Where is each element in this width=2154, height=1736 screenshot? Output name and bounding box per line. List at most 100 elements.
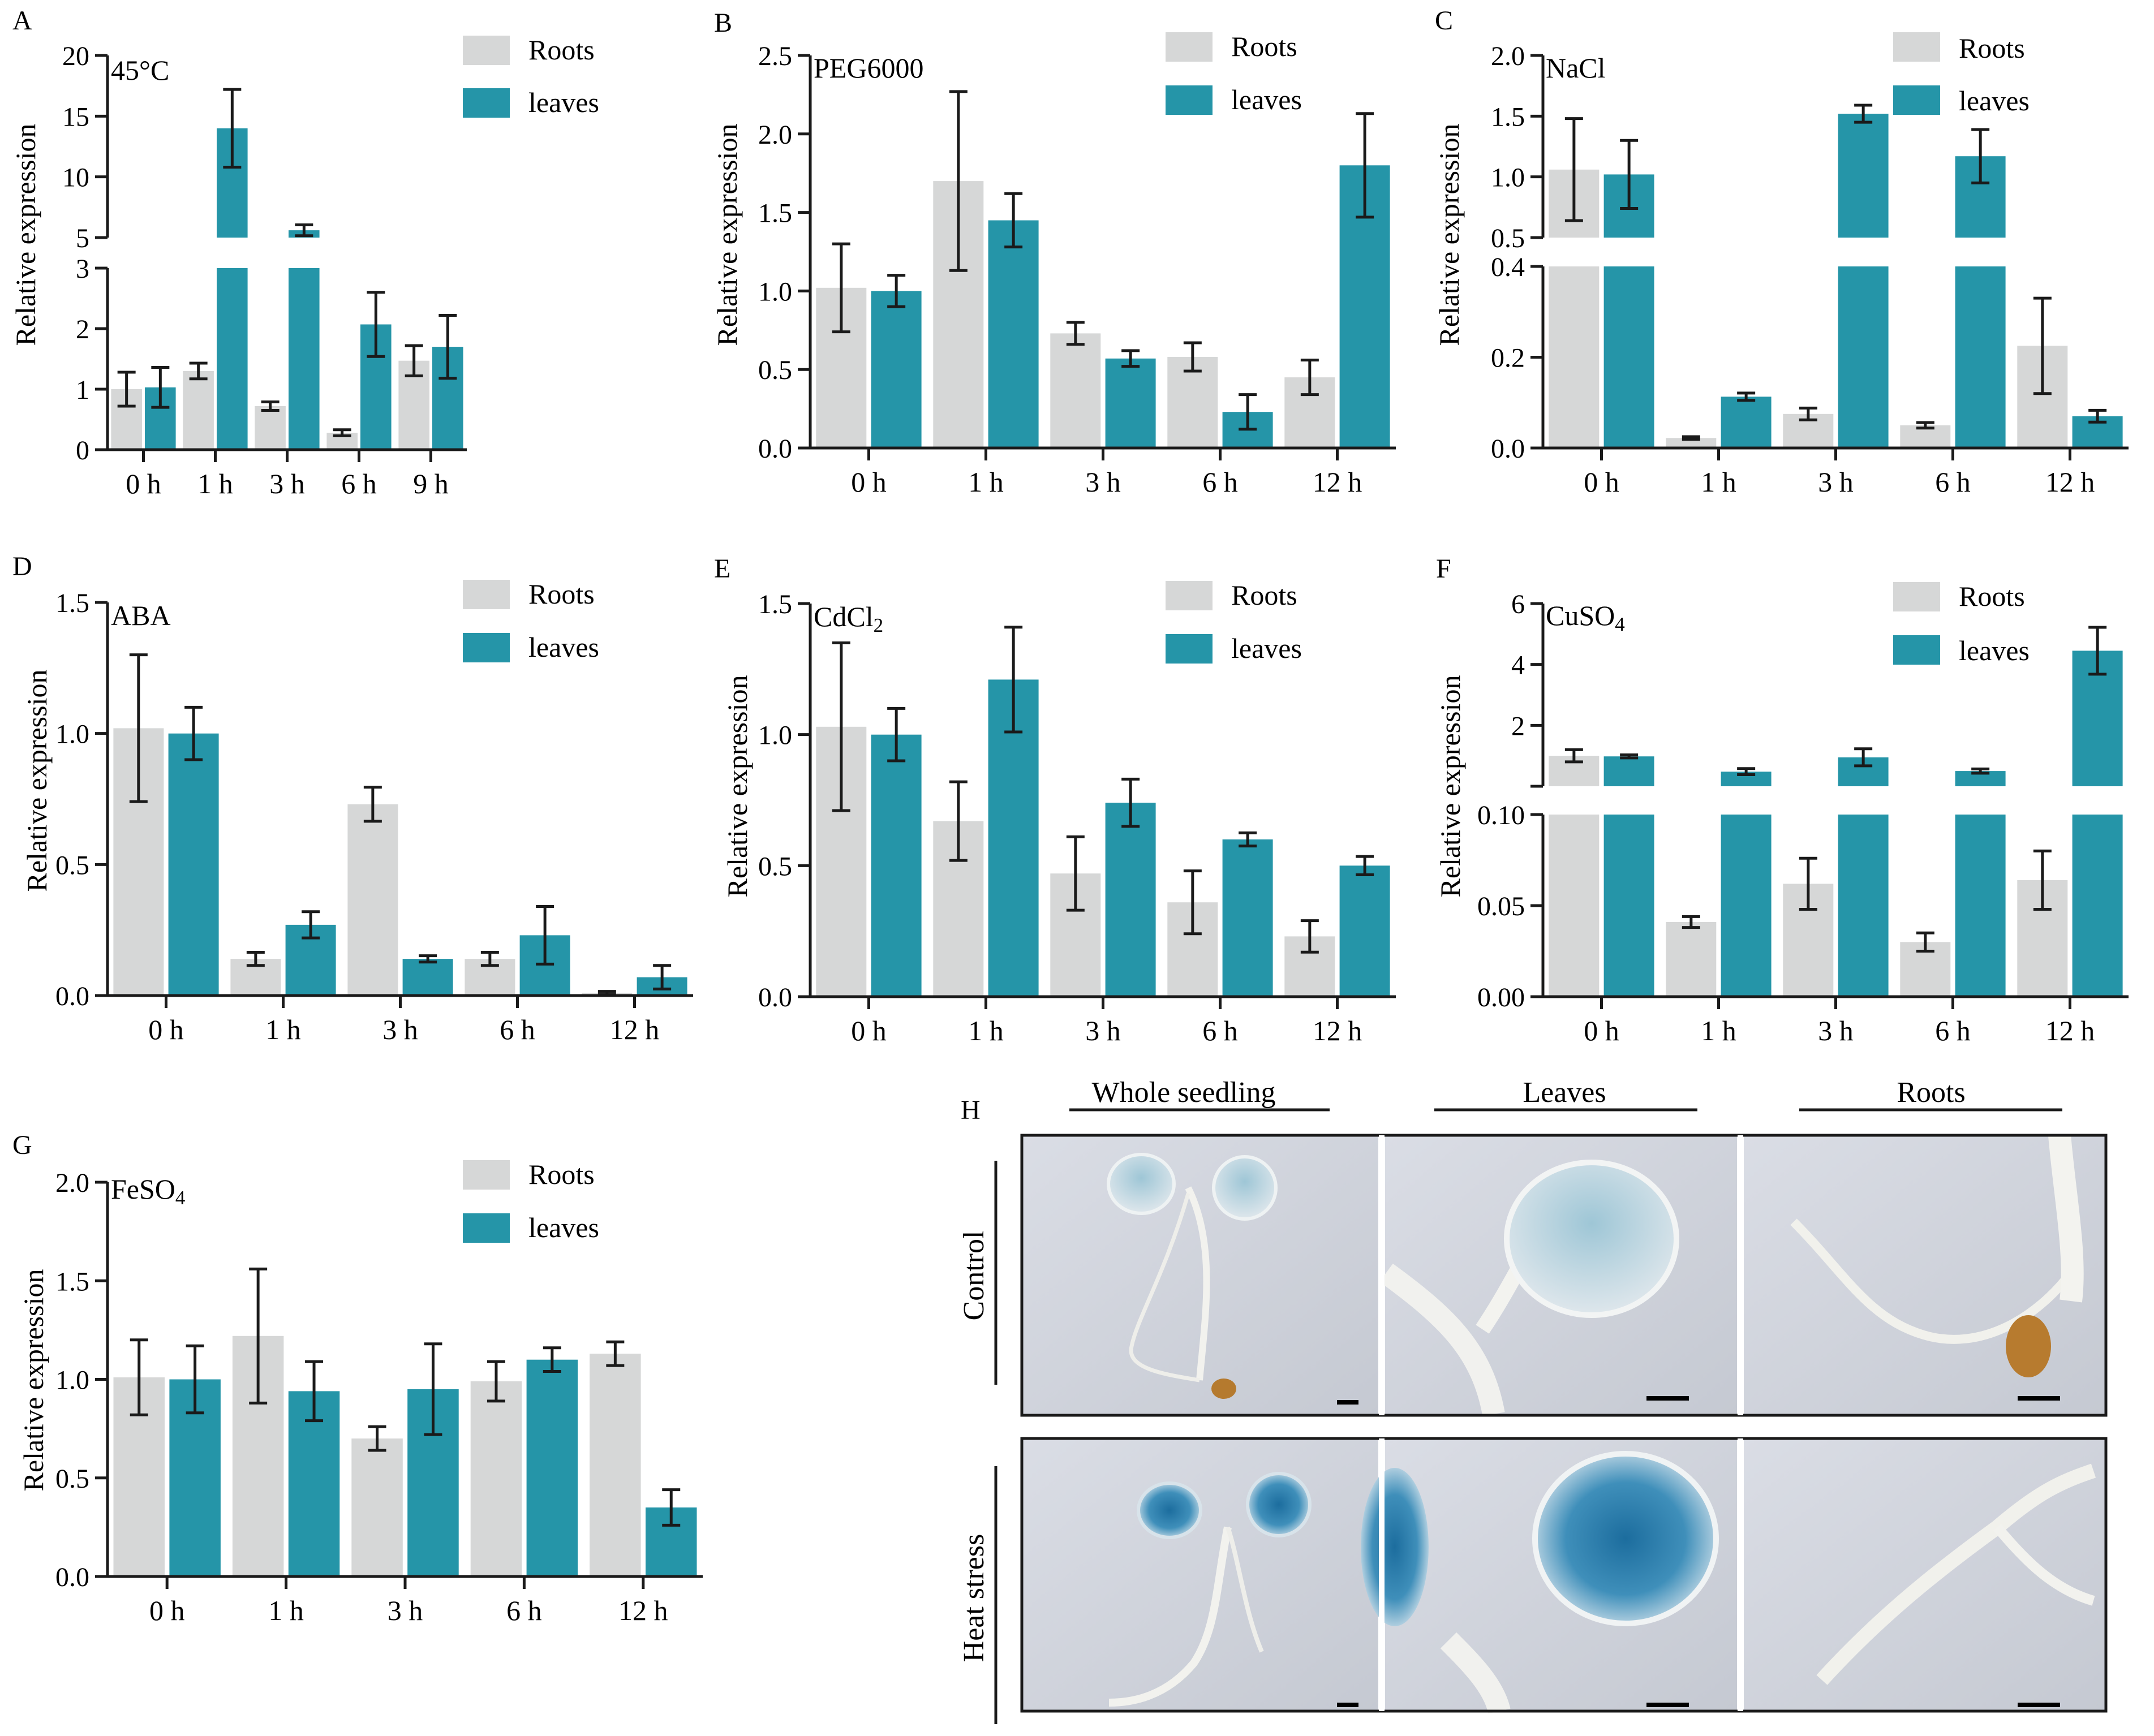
x-tick-label: 0 h <box>126 468 161 499</box>
bar-roots-2 <box>183 371 214 450</box>
legend-label-roots: Roots <box>1231 31 1297 62</box>
bar-roots-2 <box>1666 438 1717 448</box>
bar-roots-3 <box>255 406 286 450</box>
error-bar <box>367 291 385 358</box>
bar-roots-3 <box>1050 333 1101 448</box>
legend-label-roots: Roots <box>1959 32 2025 64</box>
error-bar <box>1239 393 1257 431</box>
bar-roots-5 <box>590 1354 641 1576</box>
error-bar <box>2033 296 2052 395</box>
y-tick-label: 2 <box>76 315 89 344</box>
axis-break-gap <box>1540 786 2131 815</box>
axes <box>806 55 1396 450</box>
legend-swatch-roots <box>1166 581 1213 610</box>
y-axis-label: Relative expression <box>21 670 53 892</box>
bar-leaves-4 <box>1222 839 1273 997</box>
y-axis-label: Relative expression <box>18 1269 49 1492</box>
legend-swatch-leaves <box>1166 85 1213 115</box>
error-bar <box>1916 931 1934 953</box>
y-tick-label: 0.5 <box>758 355 792 385</box>
bar-leaves-5 <box>1339 865 1390 997</box>
x-tick-label: 3 h <box>388 1595 423 1626</box>
x-tick-label: 6 h <box>1935 1015 1971 1046</box>
error-bar <box>480 951 499 967</box>
error-bar <box>1971 767 1990 775</box>
y-tick-label: 0.10 <box>1477 800 1525 830</box>
y-tick-label: 2.0 <box>55 1168 89 1198</box>
y-tick-label: 15 <box>62 102 89 132</box>
micrograph-control-roots <box>1744 1134 2106 1415</box>
error-bar <box>949 90 968 272</box>
error-bar <box>368 1425 386 1452</box>
error-bar <box>832 641 850 812</box>
y-tick-label: 0.00 <box>1477 983 1525 1013</box>
y-axis-label: Relative expression <box>721 675 753 898</box>
panel-h: H Whole seedling Leaves Roots Control He… <box>958 1076 2108 1724</box>
y-tick-label: 1.0 <box>55 1365 89 1395</box>
error-bar <box>189 361 208 381</box>
legend-label-roots: Roots <box>528 34 595 66</box>
condition-label: ABA <box>111 600 171 631</box>
error-bar <box>333 428 351 437</box>
error-bar <box>1004 192 1023 249</box>
bar-leaves-2 <box>988 220 1039 448</box>
bar-leaves-5 <box>2072 651 2123 997</box>
legend-swatch-leaves <box>463 633 510 662</box>
legend-label-leaves: leaves <box>1231 632 1302 664</box>
error-bar <box>1004 626 1023 734</box>
condition-label: FeSO4 <box>111 1173 185 1209</box>
x-tick-label: 9 h <box>413 468 449 499</box>
panel-b: B Relative expression PEG6000 Roots leav… <box>711 8 1396 498</box>
x-tick-label: 1 h <box>1701 466 1736 498</box>
y-tick-label: 1.5 <box>1491 102 1525 132</box>
y-axis-label: Relative expression <box>1434 675 1466 898</box>
error-bar <box>363 786 382 823</box>
panel-f: F Relative expression CuSO4 Roots leaves… <box>1434 554 2131 1046</box>
x-tick-label: 6 h <box>506 1595 542 1626</box>
condition-label: PEG6000 <box>814 52 923 84</box>
condition-label: NaCl <box>1546 52 1606 84</box>
control-row-frame <box>1020 1134 2108 1417</box>
y-tick-label: 3 <box>76 254 89 284</box>
error-bar <box>1799 856 1817 911</box>
error-bar <box>1066 321 1085 346</box>
bar-leaves-3 <box>1838 114 1889 448</box>
scale-bar <box>2018 1703 2060 1707</box>
y-tick-label: 0.0 <box>55 981 89 1011</box>
error-bar <box>186 1344 204 1415</box>
panel-letter: G <box>12 1130 32 1160</box>
plot-area: 0.0 0.2 0.40.5 1.0 1.5 2.0 0 h 1 h 3 h 6 h 12 h <box>1491 41 2131 498</box>
error-bar <box>1356 855 1374 877</box>
x-tick-label: 6 h <box>1202 1015 1238 1046</box>
y-tick-label: 1.0 <box>758 277 792 307</box>
micrograph-control-leaves <box>1379 1135 1737 1416</box>
legend: Roots leaves <box>1893 32 2030 117</box>
x-tick-label: 0 h <box>851 1015 887 1046</box>
bar-roots-3 <box>347 804 398 996</box>
legend-label-roots: Roots <box>1959 580 2025 612</box>
error-bar <box>249 1267 268 1405</box>
y-tick-label: 1 <box>76 375 89 405</box>
legend-label-roots: Roots <box>528 1158 595 1190</box>
error-bar <box>151 365 170 409</box>
error-bar <box>1620 753 1639 760</box>
panel-letter: D <box>12 552 32 581</box>
error-bar <box>1183 869 1202 936</box>
legend: Roots leaves <box>1166 579 1302 664</box>
y-tick-label: 0.05 <box>1477 891 1525 921</box>
legend-label-leaves: leaves <box>528 1212 599 1243</box>
error-bar <box>887 707 906 763</box>
panel-letter: A <box>12 6 32 36</box>
legend-swatch-leaves <box>1893 635 1940 665</box>
condition-label: CdCl2 <box>814 601 883 636</box>
error-bar <box>438 313 457 380</box>
y-tick-label: 1.5 <box>758 589 792 619</box>
error-bar <box>1183 341 1202 373</box>
axes <box>95 55 467 451</box>
error-bar <box>129 653 148 803</box>
panel-g: G Relative expression FeSO4 Roots leaves… <box>12 1130 703 1626</box>
legend: Roots leaves <box>463 34 599 118</box>
y-tick-label: 0.5 <box>1491 223 1525 253</box>
legend-swatch-leaves <box>463 1213 510 1243</box>
